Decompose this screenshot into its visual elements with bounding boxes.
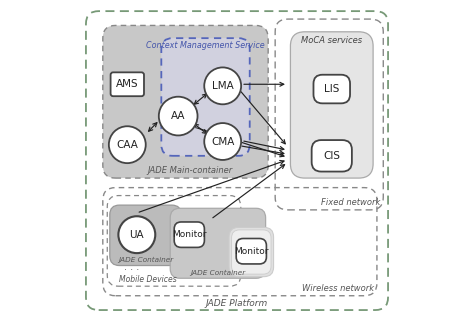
Text: MoCA services: MoCA services <box>301 36 362 45</box>
Text: . . .: . . . <box>125 262 140 272</box>
Text: CAA: CAA <box>116 140 138 150</box>
Text: UA: UA <box>129 230 144 240</box>
Text: CMA: CMA <box>211 136 234 147</box>
FancyBboxPatch shape <box>232 230 271 274</box>
FancyBboxPatch shape <box>311 140 352 172</box>
Text: Monitor: Monitor <box>234 247 269 256</box>
Circle shape <box>204 123 241 160</box>
FancyBboxPatch shape <box>313 75 350 103</box>
Circle shape <box>118 216 155 253</box>
Text: CIS: CIS <box>323 151 340 161</box>
Circle shape <box>159 97 198 135</box>
Circle shape <box>109 126 146 163</box>
Text: Wireless network: Wireless network <box>301 284 374 293</box>
FancyBboxPatch shape <box>291 32 373 178</box>
Text: AMS: AMS <box>116 79 138 89</box>
Text: LIS: LIS <box>324 84 339 94</box>
FancyBboxPatch shape <box>236 238 266 264</box>
Text: JADE Platform: JADE Platform <box>206 299 268 308</box>
FancyBboxPatch shape <box>170 208 265 278</box>
Text: Monitor: Monitor <box>172 230 207 239</box>
Text: JADE Main-container: JADE Main-container <box>147 166 233 175</box>
Text: JADE Container: JADE Container <box>118 257 173 263</box>
FancyBboxPatch shape <box>103 25 268 178</box>
Circle shape <box>204 67 241 104</box>
FancyBboxPatch shape <box>110 72 144 96</box>
Text: Context Management Service: Context Management Service <box>146 41 265 50</box>
FancyBboxPatch shape <box>110 205 182 266</box>
FancyBboxPatch shape <box>161 38 250 156</box>
Text: AA: AA <box>171 111 185 121</box>
Text: JADE Container: JADE Container <box>190 270 246 276</box>
Text: Mobile Devices: Mobile Devices <box>119 275 177 284</box>
Text: Fixed network: Fixed network <box>321 198 381 207</box>
FancyBboxPatch shape <box>229 227 273 277</box>
FancyBboxPatch shape <box>174 222 204 247</box>
Text: LMA: LMA <box>212 81 234 91</box>
